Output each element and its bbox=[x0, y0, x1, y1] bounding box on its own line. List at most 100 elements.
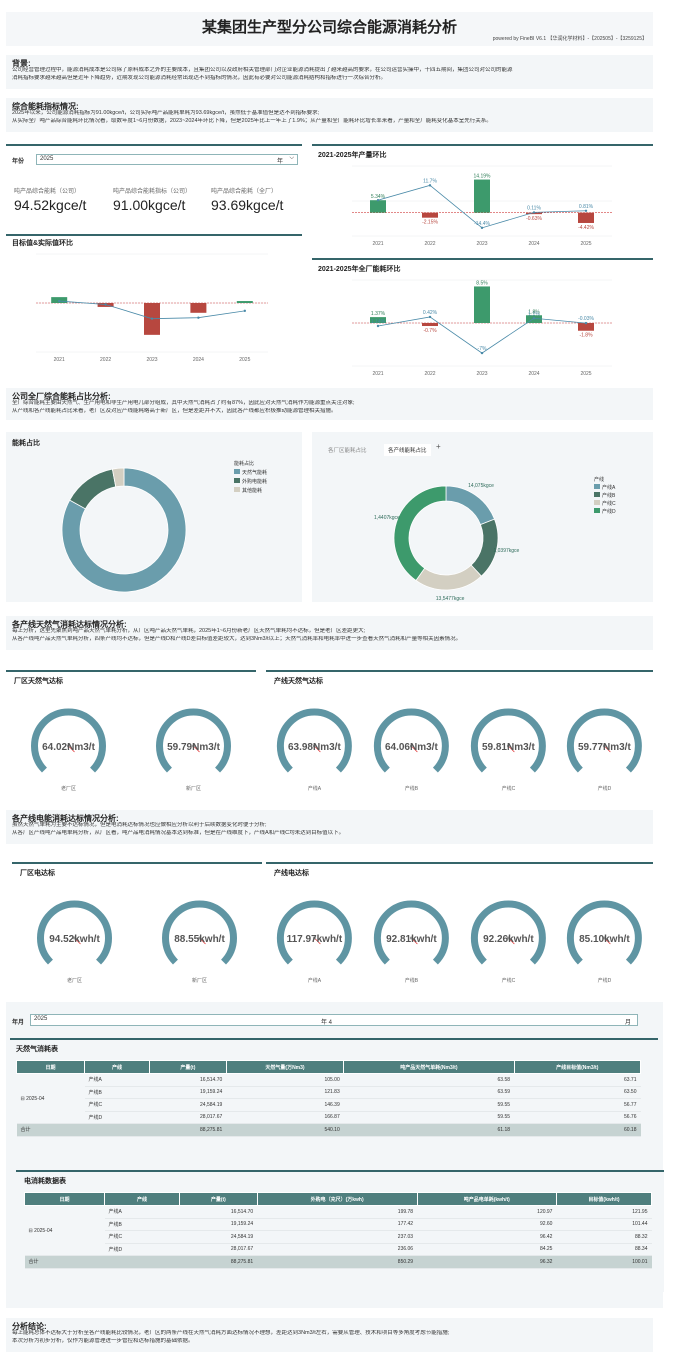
x-tick-label: 2022 bbox=[424, 241, 435, 247]
col-elec[interactable]: 外购电（充尺）(万kwh) bbox=[256, 1192, 418, 1206]
year-select-value: 2025 bbox=[40, 156, 54, 162]
month-label: 年月 bbox=[12, 1020, 25, 1026]
month-select[interactable]: 2025 年 4 月 bbox=[30, 1014, 638, 1026]
gas-line-title: 产线天然气达标 bbox=[274, 678, 323, 685]
collapse-icon[interactable]: ⊟ bbox=[28, 1227, 35, 1234]
gauge-label: 产线D bbox=[598, 785, 612, 792]
gauge-hub bbox=[192, 744, 195, 748]
bar-label: 8.5% bbox=[476, 280, 488, 286]
col-date[interactable]: 日期 bbox=[16, 1060, 85, 1074]
kpi-1-value: 94.52kgce/t bbox=[14, 197, 87, 213]
x-tick-label: 2025 bbox=[239, 357, 250, 362]
bar-label: -4.42% bbox=[578, 225, 594, 231]
elec-plant-gauges: 94.52kwh/t 老厂区 88.55kwh/t 新厂区 bbox=[12, 880, 262, 988]
tab-line-share[interactable]: 各产线能耗占比 bbox=[384, 444, 431, 456]
overall-text-2: 从产线和各产线能耗占比来看，老厂区及对应产线能耗略高于新厂区，但是差距并不大，因… bbox=[12, 408, 337, 414]
gauge-label: 产线B bbox=[404, 977, 418, 984]
line-point bbox=[197, 316, 200, 319]
gauge-arc bbox=[373, 900, 449, 965]
pie-slice bbox=[69, 468, 117, 510]
gauge-value: 64.06Nm3/t bbox=[385, 742, 438, 753]
gauge: 59.77Nm3/t 产线D bbox=[567, 708, 643, 792]
chevron-down-icon: ⌵ bbox=[289, 155, 294, 161]
elec-analysis-text-1: 虽然天然气单耗为主要不达标情况，但是电消耗达标情况也应做相应分析以利于后续数据变… bbox=[12, 822, 267, 828]
date-cell: ⊟ 2025-04 bbox=[24, 1205, 105, 1256]
gauge-value: 117.97kwh/t bbox=[287, 934, 343, 945]
line-label: 0.81% bbox=[579, 204, 594, 210]
gauge: 59.81Nm3/t 产线C bbox=[470, 708, 546, 792]
tables-panel: 年月 2025 年 4 月 天然气消耗表 日期 产线 产量(t) 天然气量(万N… bbox=[6, 1002, 664, 1308]
line-legend-title: 产线 bbox=[594, 477, 605, 483]
bar bbox=[370, 200, 386, 213]
line-point bbox=[243, 309, 246, 313]
x-tick-label: 2024 bbox=[193, 357, 204, 362]
legend-line-d: 产线D bbox=[594, 508, 616, 516]
gas-analysis-text-1: 每上分析，这里先聚焦到吨产品天然气单耗分析，从厂区吨产品天然气单耗，2025年1… bbox=[12, 628, 366, 634]
gauge-arc bbox=[470, 900, 546, 965]
gas-line-card: 产线天然气达标 63.98Nm3/t 产线A 64.06Nm3/t 产线B 59.81N… bbox=[266, 670, 653, 800]
gauge-hub bbox=[603, 744, 607, 748]
gauge-value: 59.81Nm3/t bbox=[481, 742, 534, 753]
pie-slice bbox=[111, 467, 125, 488]
col-date[interactable]: 日期 bbox=[24, 1192, 105, 1206]
gauge-arc bbox=[31, 708, 106, 773]
gauge-value: 59.77Nm3/t bbox=[578, 742, 631, 753]
x-tick-label: 2025 bbox=[580, 241, 591, 247]
kpi-1-label: 吨产品综合能耗（公司） bbox=[14, 189, 81, 195]
x-tick-label: 2023 bbox=[146, 357, 157, 362]
elec-analysis-panel: 各产线电能消耗达标情况分析: 虽然天然气单耗为主要不达标情况，但是电消耗达标情况… bbox=[6, 810, 653, 844]
col-output[interactable]: 产量(t) bbox=[179, 1192, 258, 1206]
col-gas[interactable]: 天然气量(万Nm3) bbox=[225, 1060, 345, 1074]
year-select[interactable]: 2025 年 ⌵ bbox=[36, 154, 298, 165]
x-tick-label: 2024 bbox=[528, 241, 539, 247]
gauge-value: 63.98Nm3/t bbox=[288, 742, 341, 753]
add-tab-icon[interactable]: + bbox=[436, 442, 441, 451]
line-point bbox=[428, 184, 432, 187]
table-row: 产线C 24,584.19 237.03 96.42 88.32 bbox=[25, 1230, 652, 1244]
col-line[interactable]: 产线 bbox=[84, 1060, 150, 1074]
elec-table: 日期 产线 产量(t) 外购电（充尺）(万kwh) 吨产品电单耗(kwh/t) … bbox=[24, 1192, 653, 1269]
col-elec-unit[interactable]: 吨产品电单耗(kwh/t) bbox=[416, 1192, 557, 1206]
gauge-hub bbox=[312, 936, 316, 940]
gauge-label: 产线B bbox=[404, 785, 418, 792]
elec-line-card: 产线电达标 117.97kwh/t 产线A 92.81kwh/t 产线B 92.26kw… bbox=[266, 862, 653, 986]
legend-item-other: 其他能耗 bbox=[234, 487, 267, 496]
gauge: 94.52kwh/t 老厂区 bbox=[37, 900, 112, 984]
x-tick-label: 2021 bbox=[54, 357, 65, 362]
col-target[interactable]: 目标值(kwh/t) bbox=[555, 1192, 653, 1206]
col-line[interactable]: 产线 bbox=[104, 1192, 180, 1206]
gauge-label: 产线A bbox=[308, 785, 322, 792]
table-total-row: 合计 88,275.81 540.10 61.18 60.18 bbox=[16, 1123, 641, 1137]
col-output[interactable]: 产量(t) bbox=[149, 1060, 227, 1074]
gauge-hub bbox=[603, 936, 607, 940]
bar-label: -1.8% bbox=[579, 333, 593, 339]
table-row: ⊟ 2025-04 产线A 16,514.70 105.00 63.58 63.71 bbox=[16, 1073, 641, 1124]
tab-plant-share[interactable]: 各厂区能耗占比 bbox=[328, 448, 367, 454]
bar bbox=[578, 323, 594, 331]
slice-label: 14,075kgce bbox=[468, 483, 494, 489]
elec-line-title: 产线电达标 bbox=[274, 870, 309, 877]
pie-slice bbox=[415, 564, 482, 591]
line-point bbox=[480, 351, 484, 355]
gas-analysis-text-2: 从各产线吨产品天然气单耗分析，四条产线均不达标，但是产线D和产线D差目标值差距较… bbox=[12, 636, 462, 642]
energy-chart-card: 2021-2025年全厂能耗环比 2021 1.37% 2022 -0.7% 2023 8… bbox=[312, 258, 653, 378]
line-label: 0.11% bbox=[527, 205, 541, 211]
gas-table: 日期 产线 产量(t) 天然气量(万Nm3) 吨产品天然气单耗(Nm3/t) 产… bbox=[16, 1060, 642, 1137]
x-tick-label: 2021 bbox=[372, 371, 383, 377]
gauge-arc bbox=[567, 708, 643, 773]
col-gas-unit[interactable]: 吨产品天然气单耗(Nm3/t) bbox=[343, 1060, 515, 1074]
kpi-2-label: 吨产品综合能耗指标（公司） bbox=[113, 189, 192, 195]
collapse-icon[interactable]: ⊟ bbox=[20, 1095, 27, 1102]
gauge-label: 产线C bbox=[501, 785, 515, 792]
overall-text-1: 全厂综合能耗主要由天然气、生产用电和非生产用电几部分组成，其中天然气消耗占了约有… bbox=[12, 400, 355, 406]
gauge-arc bbox=[276, 708, 352, 773]
col-target[interactable]: 产线目标值(Nm3/t) bbox=[513, 1060, 642, 1074]
legend-line-b: 产线B bbox=[594, 492, 616, 500]
gauge: 63.98Nm3/t 产线A bbox=[276, 708, 352, 792]
summary-text-2: 从实际全厂吨产品综合能耗环比情况看，取数年度1~6月份数据，2023~2024年… bbox=[12, 118, 492, 124]
x-tick-label: 2024 bbox=[528, 371, 539, 377]
pie-slice bbox=[61, 467, 187, 593]
kpi-1: 吨产品综合能耗（公司） 94.52kgce/t bbox=[14, 186, 109, 213]
kpi-3-label: 吨产品综合能耗（全厂） bbox=[211, 189, 278, 195]
elec-table-card: 电消耗数据表 日期 产线 产量(t) 外购电（充尺）(万kwh) 吨产品电单耗(… bbox=[16, 1170, 664, 1292]
